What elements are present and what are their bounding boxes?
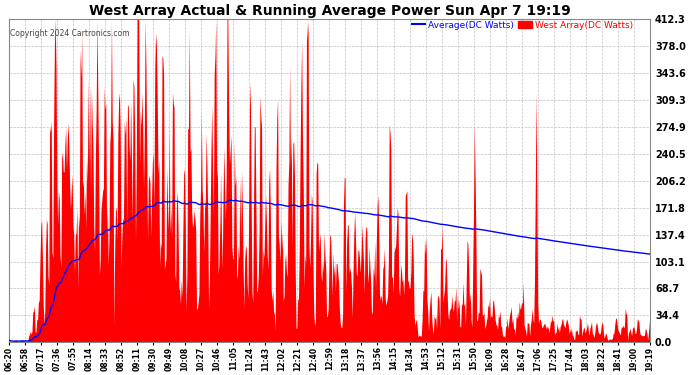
Legend: Average(DC Watts), West Array(DC Watts): Average(DC Watts), West Array(DC Watts) xyxy=(412,21,633,30)
Text: Copyright 2024 Cartronics.com: Copyright 2024 Cartronics.com xyxy=(10,29,130,38)
Title: West Array Actual & Running Average Power Sun Apr 7 19:19: West Array Actual & Running Average Powe… xyxy=(88,4,570,18)
